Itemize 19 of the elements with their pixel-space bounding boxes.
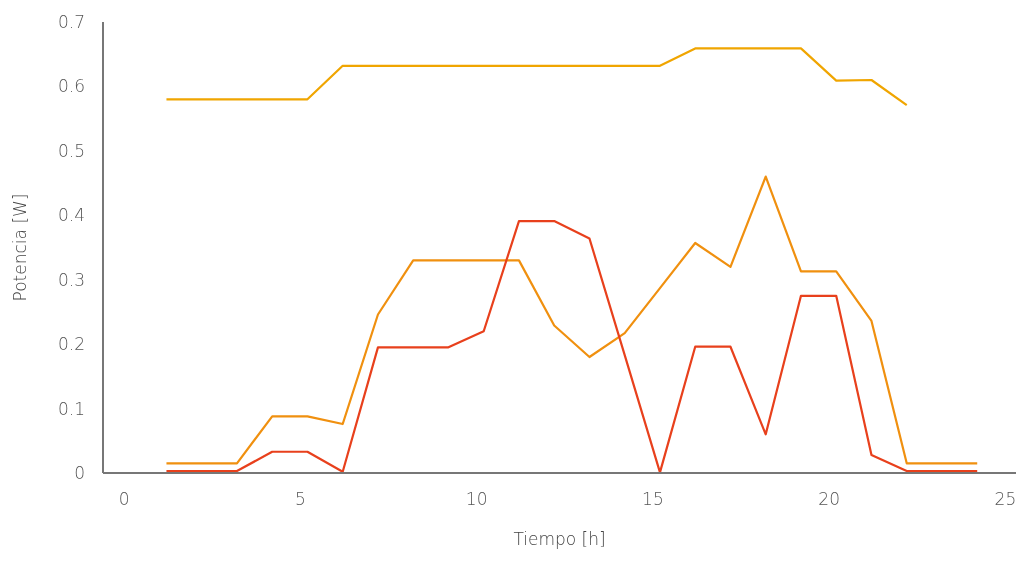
line-series	[165, 47, 908, 107]
y-tick-label: 0.3	[57, 269, 85, 290]
y-tick-label: 0	[74, 463, 85, 484]
x-tick-label: 5	[294, 489, 306, 510]
y-axis-title: Potencia [W]	[10, 193, 31, 302]
y-tick-label: 0.6	[57, 76, 85, 97]
y-tick-label: 0.1	[57, 398, 85, 419]
y-tick-label: 0.5	[57, 140, 85, 161]
line-series	[165, 175, 979, 465]
y-tick-label: 0.4	[57, 205, 85, 226]
x-tick-label: 10	[465, 489, 488, 510]
x-tick-label: 20	[818, 489, 840, 510]
line-series	[165, 219, 979, 473]
y-tick-label: 0.2	[57, 334, 85, 355]
x-tick-label: 15	[642, 489, 664, 510]
y-tick-label: 0.7	[57, 12, 85, 33]
x-axis-title: Tiempo [h]	[513, 529, 606, 549]
x-tick-label: 0	[118, 489, 130, 510]
x-tick-label: 25	[994, 489, 1017, 510]
